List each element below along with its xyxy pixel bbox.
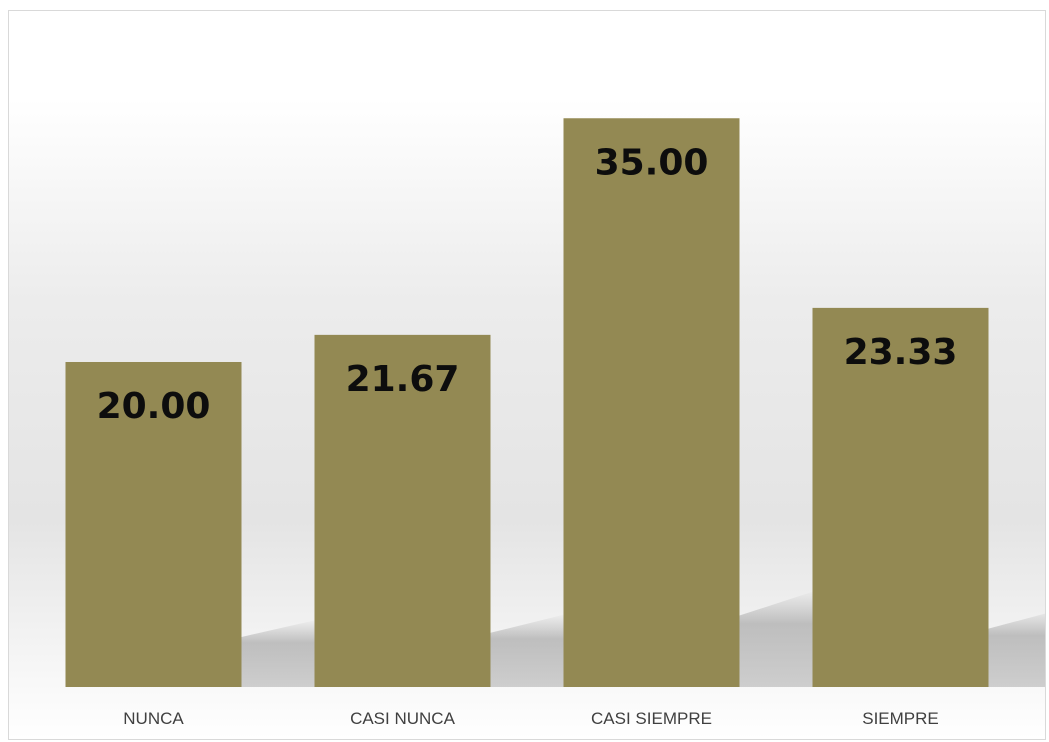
chart-area: 20.00 21.67 35.00 23.33 NUNCA CASI NUNCA CASI… [8,10,1046,740]
data-label: 23.33 [844,332,958,373]
category-tick-label: CASI NUNCA [350,709,456,728]
bar-casi-siempre [563,118,740,687]
category-tick-label: CASI SIEMPRE [591,709,712,728]
bar-shadow [988,613,1045,687]
bar-shadow [490,613,571,687]
category-labels-group: NUNCA CASI NUNCA CASI SIEMPRE SIEMPRE [123,709,938,728]
category-tick-label: NUNCA [123,709,184,728]
bar-nunca [65,362,242,687]
value-labels-group: 20.00 21.67 35.00 23.33 [97,142,958,427]
category-tick-label: SIEMPRE [862,709,939,728]
data-label: 20.00 [97,386,211,427]
bar-shadow [739,589,820,687]
data-label: 35.00 [595,142,709,183]
bar-shadows [241,589,1045,687]
bar-siempre [812,307,989,687]
bar-shadow [241,618,322,687]
bar-chart: 20.00 21.67 35.00 23.33 NUNCA CASI NUNCA CASI… [65,118,1045,728]
bars-group [65,118,989,687]
data-label: 21.67 [346,359,460,400]
bar-casi-nunca [314,334,491,687]
